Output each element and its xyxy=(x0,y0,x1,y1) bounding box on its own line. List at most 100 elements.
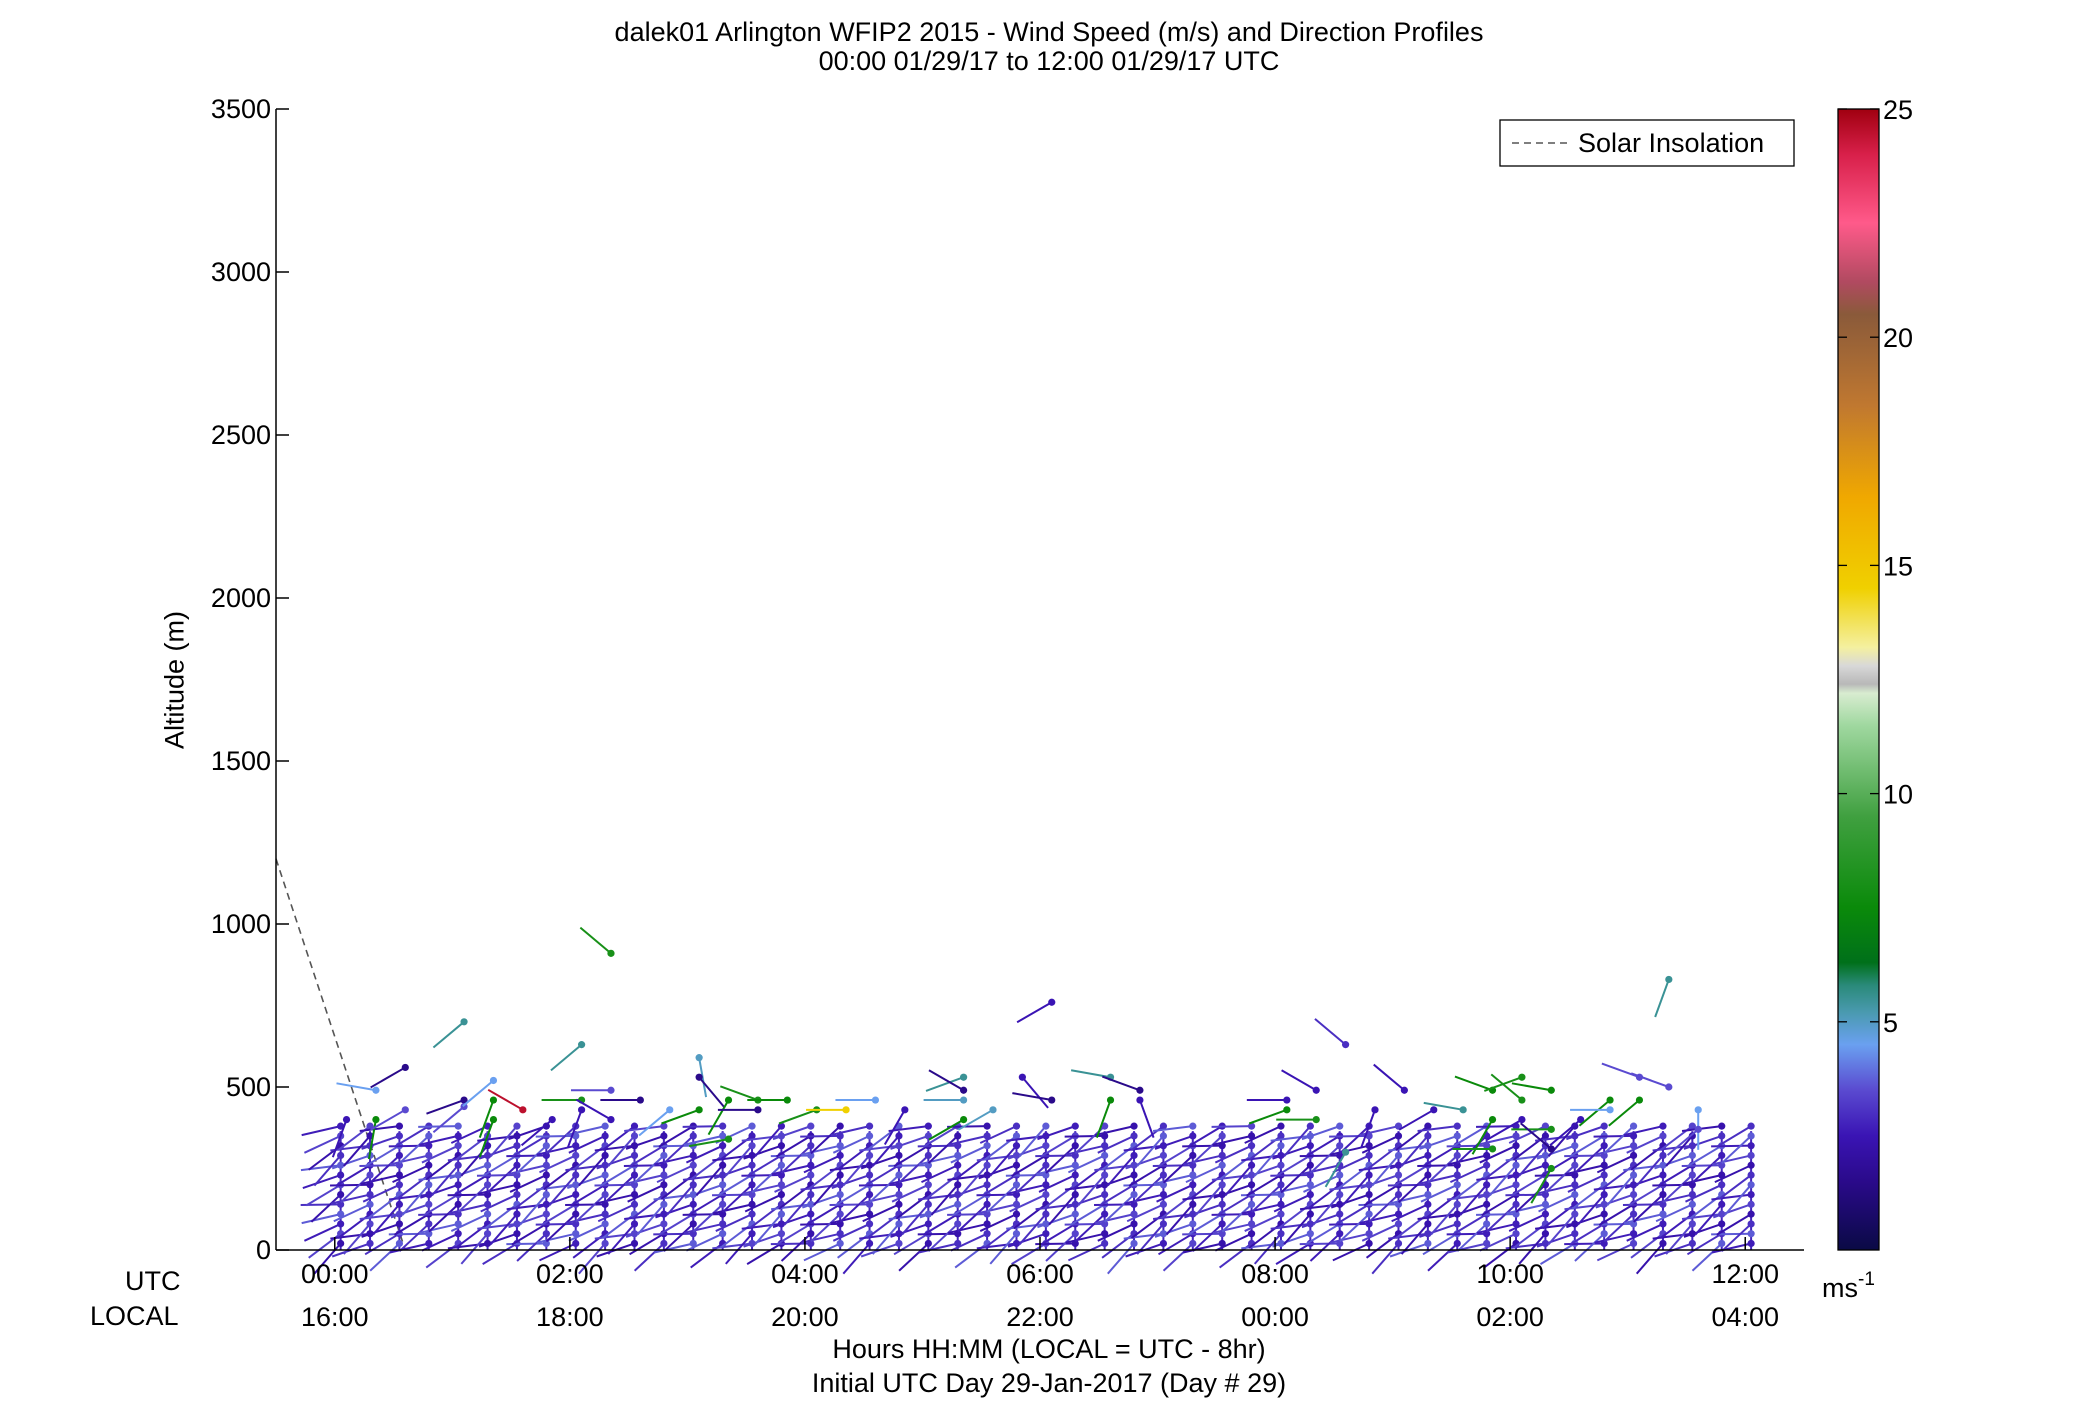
data-point xyxy=(983,1181,991,1189)
data-point xyxy=(1218,1220,1226,1228)
wind-barb xyxy=(859,1193,900,1205)
data-point xyxy=(865,1171,874,1179)
colorbar-unit-label: ms-1 xyxy=(1822,1269,1875,1303)
wind-barb xyxy=(654,1242,694,1254)
wind-barb xyxy=(1162,1154,1194,1184)
data-point xyxy=(1306,1181,1314,1189)
data-point xyxy=(865,1220,874,1228)
data-point xyxy=(954,1132,962,1140)
wind-barb xyxy=(1309,1144,1341,1174)
wind-barb xyxy=(335,1164,371,1187)
data-point xyxy=(954,1239,962,1248)
wind-barb xyxy=(1077,1174,1106,1206)
data-point xyxy=(630,1171,639,1179)
wind-barb xyxy=(893,1232,929,1256)
wind-barb xyxy=(1635,1242,1664,1275)
data-point xyxy=(1012,1142,1021,1150)
data-point xyxy=(337,1239,345,1248)
wind-barb xyxy=(423,1193,459,1217)
data-point xyxy=(1512,1181,1520,1189)
wind-barb xyxy=(888,1125,929,1132)
wind-barb xyxy=(539,1154,577,1174)
data-point xyxy=(924,1181,932,1189)
data-point xyxy=(1012,1132,1021,1140)
wind-barb xyxy=(743,1144,782,1160)
wind-barb xyxy=(1593,1134,1634,1138)
wind-barb xyxy=(976,1242,1017,1250)
wind-barb xyxy=(950,1144,988,1164)
wind-barb xyxy=(343,1135,371,1167)
data-point xyxy=(1365,1142,1373,1150)
wind-barb xyxy=(715,1213,753,1232)
wind-barb xyxy=(1339,1213,1370,1243)
wind-barb xyxy=(1373,1063,1406,1092)
data-point xyxy=(865,1210,874,1218)
legend-label: Solar Insolation xyxy=(1578,128,1764,158)
data-point xyxy=(865,1122,874,1130)
wind-barb xyxy=(989,1233,1018,1265)
data-point xyxy=(1718,1239,1726,1248)
utc-row-label: UTC xyxy=(125,1266,181,1296)
wind-barb xyxy=(489,1125,518,1157)
data-point xyxy=(1394,1151,1403,1160)
wind-barb xyxy=(420,1183,459,1199)
wind-barb xyxy=(1301,1125,1341,1141)
wind-barb xyxy=(625,1222,665,1238)
data-point xyxy=(1189,1171,1197,1179)
data-point xyxy=(777,1210,786,1218)
data-point xyxy=(601,1171,609,1179)
data-point xyxy=(1688,1220,1696,1228)
wind-barb xyxy=(830,1125,870,1137)
wind-barb xyxy=(719,1085,759,1101)
wind-barb xyxy=(545,1213,577,1243)
wind-barb xyxy=(1018,1213,1047,1245)
wind-barb xyxy=(1009,1193,1047,1213)
wind-barb xyxy=(1006,1222,1046,1230)
wind-barb xyxy=(1505,1154,1546,1162)
wind-barb xyxy=(625,1134,665,1150)
data-point xyxy=(542,1230,550,1238)
wind-barb xyxy=(1099,1183,1135,1207)
data-point xyxy=(689,1161,697,1169)
wind-barb xyxy=(1539,1154,1576,1177)
wind-barb xyxy=(1273,1193,1311,1213)
data-point xyxy=(1541,1200,1550,1208)
data-point xyxy=(1718,1181,1726,1189)
wind-barb xyxy=(813,1174,841,1206)
data-point xyxy=(960,1086,968,1094)
data-point xyxy=(1277,1200,1285,1208)
x-tick-label-utc: 02:00 xyxy=(536,1259,604,1289)
data-point xyxy=(1042,1181,1050,1189)
data-point xyxy=(666,1106,674,1114)
wind-barb xyxy=(661,1108,700,1125)
data-point xyxy=(1747,1230,1755,1238)
wind-barb xyxy=(1124,1193,1164,1205)
wind-barb xyxy=(1006,1134,1046,1142)
wind-barb xyxy=(362,1183,400,1203)
data-point xyxy=(1101,1142,1109,1150)
wind-barb xyxy=(361,1222,400,1238)
data-point xyxy=(1547,1145,1555,1153)
wind-barb xyxy=(418,1222,459,1234)
data-point xyxy=(836,1190,844,1199)
data-point xyxy=(607,1086,615,1094)
data-point xyxy=(630,1239,639,1248)
wind-barb xyxy=(507,1164,547,1176)
wind-barb xyxy=(1419,1134,1458,1150)
wind-barb xyxy=(1417,1213,1458,1221)
wind-barb xyxy=(1633,1193,1664,1223)
data-point xyxy=(342,1116,351,1124)
data-point xyxy=(542,1161,550,1169)
wind-barb xyxy=(370,1066,406,1089)
wind-barb xyxy=(800,1134,841,1138)
data-point xyxy=(983,1230,991,1238)
data-point xyxy=(960,1073,968,1081)
data-point xyxy=(1071,1122,1079,1130)
data-point xyxy=(1101,1190,1109,1199)
data-point xyxy=(1430,1106,1438,1114)
data-point xyxy=(513,1190,521,1199)
wind-barb xyxy=(1447,1242,1487,1254)
data-point xyxy=(983,1220,991,1228)
wind-barb xyxy=(1272,1232,1311,1248)
wind-barb xyxy=(979,1213,1017,1232)
